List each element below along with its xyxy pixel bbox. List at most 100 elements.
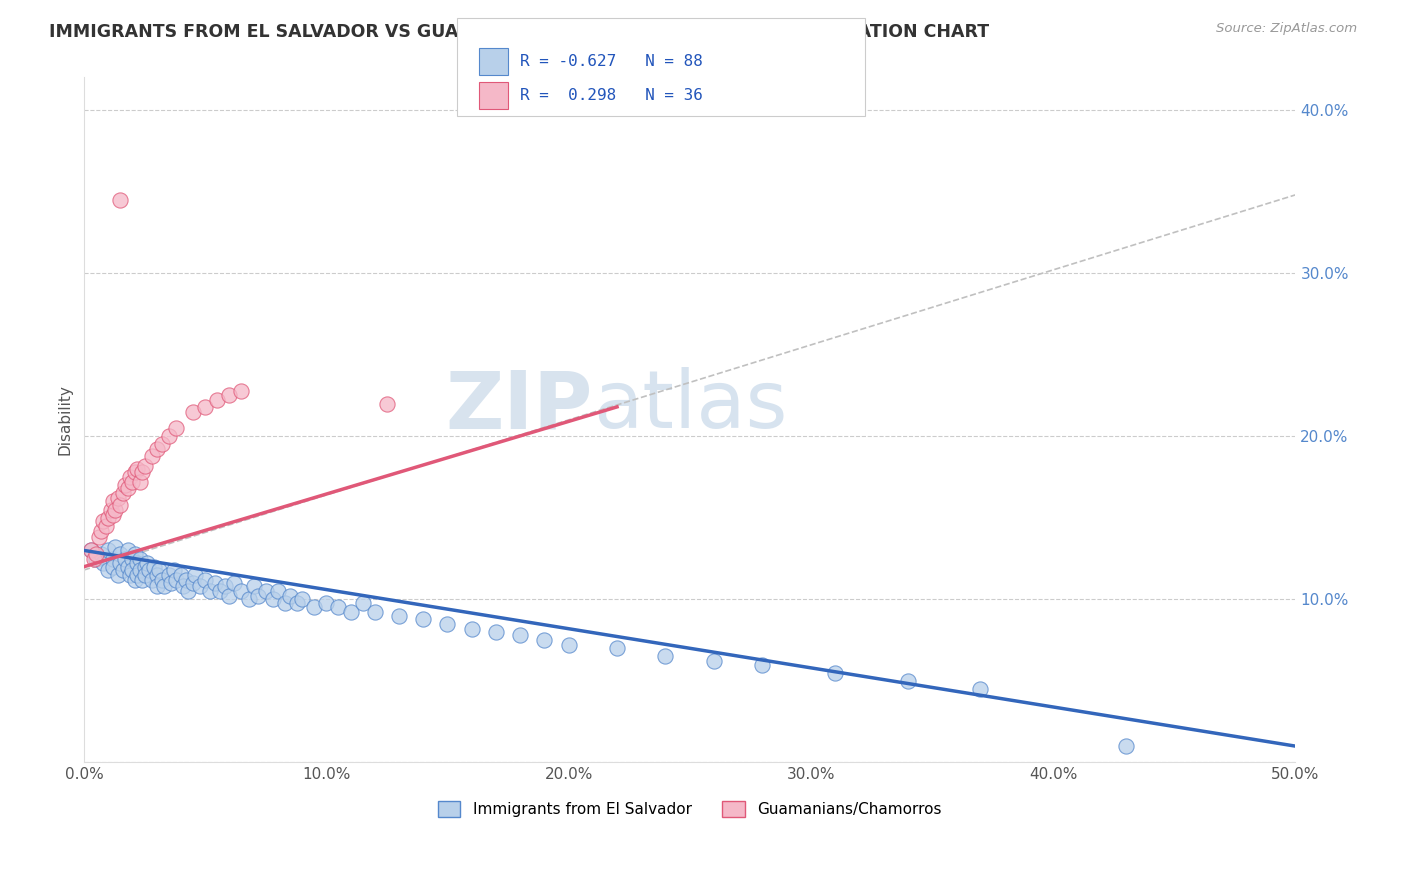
Point (117, 543, 139, 558)
Point (412, 612, 434, 626)
Point (93, 514, 115, 528)
Point (751, 657, 773, 672)
Point (84, 551, 107, 566)
Point (339, 606, 361, 620)
Point (557, 638, 579, 652)
Point (100, 502, 122, 516)
Point (145, 567, 167, 582)
Point (170, 567, 193, 582)
Point (148, 563, 170, 577)
Point (824, 665, 846, 680)
Point (198, 584, 221, 599)
Point (101, 551, 124, 566)
Point (278, 589, 301, 603)
Point (131, 573, 153, 587)
Point (291, 592, 314, 607)
Point (533, 633, 555, 648)
Point (204, 576, 226, 591)
Point (375, 396, 398, 410)
Point (165, 573, 187, 587)
Point (364, 606, 387, 620)
Point (214, 579, 236, 593)
Point (121, 563, 143, 577)
Point (231, 584, 253, 599)
Point (162, 563, 184, 577)
Point (83, 551, 105, 566)
Point (84, 547, 107, 561)
Point (172, 579, 194, 593)
Point (114, 478, 136, 492)
Point (150, 437, 173, 451)
Point (114, 551, 136, 566)
Point (124, 465, 146, 479)
Point (141, 449, 163, 463)
Point (157, 429, 180, 443)
Point (101, 508, 124, 522)
Point (104, 502, 127, 516)
Point (181, 576, 204, 591)
Point (352, 596, 374, 610)
Point (181, 405, 204, 419)
Point (80, 543, 103, 558)
Point (207, 393, 229, 408)
Point (703, 654, 725, 668)
Point (231, 384, 253, 398)
Point (188, 579, 211, 593)
Point (107, 567, 129, 582)
Point (160, 576, 183, 591)
Text: IMMIGRANTS FROM EL SALVADOR VS GUAMANIAN/CHAMORRO DISABILITY CORRELATION CHART: IMMIGRANTS FROM EL SALVADOR VS GUAMANIAN… (49, 22, 990, 40)
Point (388, 608, 411, 623)
Point (174, 573, 197, 587)
Point (124, 547, 146, 561)
Point (224, 576, 246, 591)
Y-axis label: Disability: Disability (58, 384, 72, 456)
Point (110, 557, 132, 571)
Point (121, 551, 143, 566)
Point (153, 579, 176, 593)
Point (97, 563, 120, 577)
Text: R = -0.627   N = 88: R = -0.627 N = 88 (520, 54, 703, 69)
Point (254, 584, 277, 599)
Point (315, 596, 337, 610)
Point (128, 563, 150, 577)
Point (141, 573, 163, 587)
Point (1115, 739, 1137, 753)
Text: R =  0.298   N = 36: R = 0.298 N = 36 (520, 88, 703, 103)
Point (134, 458, 156, 473)
Point (654, 649, 676, 664)
Point (101, 559, 124, 574)
Point (165, 421, 187, 435)
Point (93, 557, 115, 571)
Text: atlas: atlas (593, 368, 787, 445)
Point (90, 524, 112, 538)
Point (107, 491, 129, 506)
Point (157, 567, 180, 582)
Point (218, 589, 240, 603)
Point (897, 673, 920, 688)
Point (97, 543, 120, 558)
Point (117, 482, 139, 496)
Point (177, 584, 200, 599)
Point (110, 498, 132, 512)
Point (145, 442, 167, 457)
Point (606, 641, 628, 656)
Legend: Immigrants from El Salvador, Guamanians/Chamorros: Immigrants from El Salvador, Guamanians/… (432, 795, 948, 823)
Point (285, 596, 308, 610)
Point (97, 510, 120, 524)
Point (127, 462, 149, 476)
Point (274, 596, 297, 610)
Point (101, 494, 124, 508)
Point (128, 475, 150, 489)
Point (247, 589, 270, 603)
Point (111, 486, 134, 500)
Point (194, 400, 217, 414)
Point (460, 622, 482, 636)
Point (136, 557, 159, 571)
Point (208, 584, 231, 599)
Point (267, 584, 290, 599)
Point (184, 567, 207, 582)
Point (127, 567, 149, 582)
Point (194, 573, 217, 587)
Point (138, 563, 160, 577)
Point (328, 600, 350, 615)
